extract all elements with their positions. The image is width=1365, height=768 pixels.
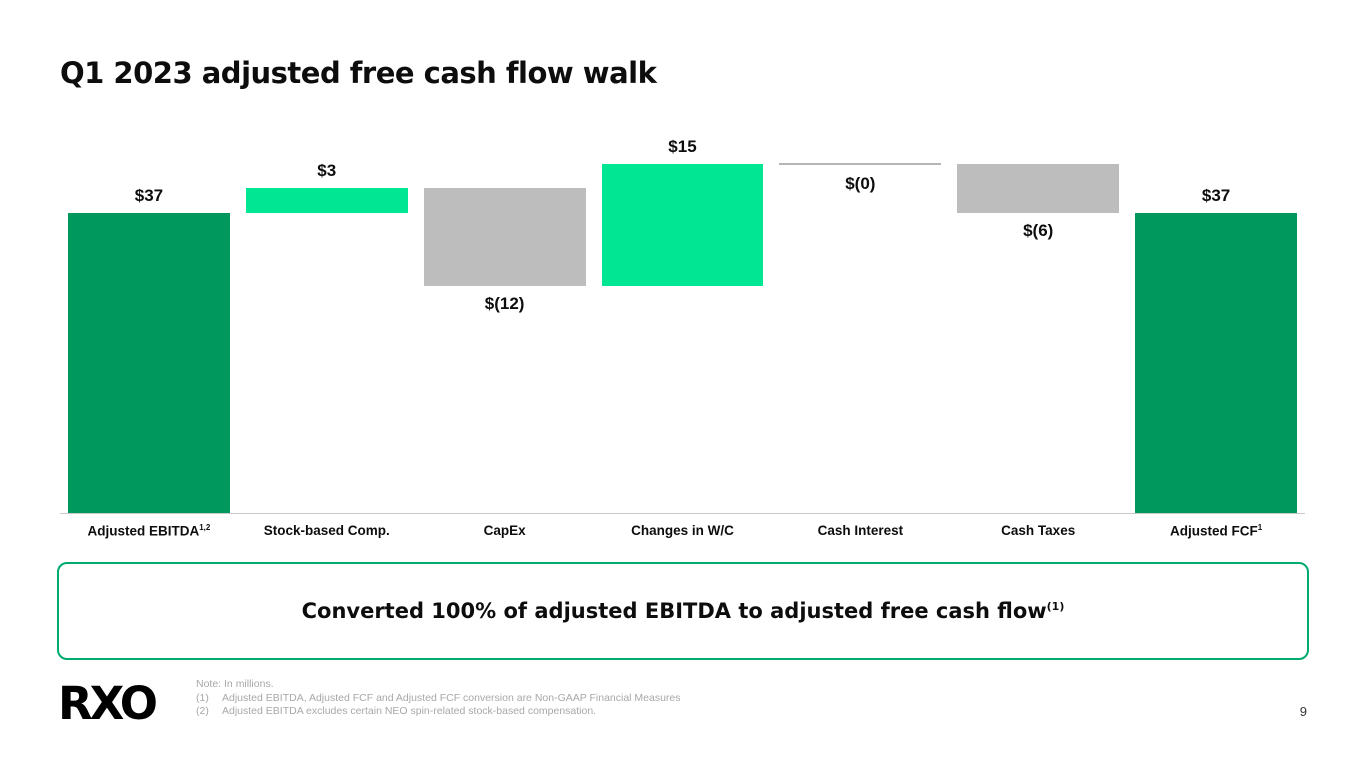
footnote-2-text: Adjusted EBITDA excludes certain NEO spi… — [222, 705, 597, 717]
category-label-superscript: 1,2 — [199, 523, 211, 532]
page-number: 9 — [1299, 704, 1307, 719]
bar-value-label-7: $37 — [1201, 185, 1231, 205]
waterfall-bar-1 — [68, 212, 230, 513]
chart-category-labels: Adjusted EBITDA1,2 Stock-based Comp. CapEx… — [60, 523, 1305, 549]
footnotes: Note: In millions. (1) Adjusted EBITDA, … — [196, 678, 681, 719]
waterfall-bar-6 — [957, 164, 1120, 213]
category-label-5: Cash Interest — [817, 523, 904, 538]
waterfall-bar-2 — [245, 188, 408, 213]
waterfall-bar-7 — [1135, 212, 1297, 513]
bar-value-label-1: $37 — [134, 185, 164, 205]
footnote-1: (1) Adjusted EBITDA, Adjusted FCF and Ad… — [196, 692, 681, 706]
category-label-6: Cash Taxes — [1001, 523, 1076, 538]
waterfall-bar-3 — [423, 188, 586, 286]
callout-box: Converted 100% of adjusted EBITDA to adj… — [57, 562, 1309, 660]
category-label-7: Adjusted FCF1 — [1169, 523, 1263, 539]
bar-value-label-3: $(12) — [484, 293, 525, 313]
category-label-2: Stock-based Comp. — [263, 523, 390, 538]
bar-value-label-2: $3 — [317, 161, 337, 181]
footnote-note: Note: In millions. — [196, 678, 681, 692]
bar-value-label-5: $(0) — [845, 174, 876, 194]
category-label-1: Adjusted EBITDA1,2 — [87, 523, 211, 539]
footnote-note-text: Note: In millions. — [196, 678, 274, 690]
category-label-superscript: 1 — [1257, 523, 1263, 532]
waterfall-bar-5 — [779, 163, 942, 166]
rxo-logo: RXO — [58, 677, 158, 730]
category-label-4: Changes in W/C — [631, 523, 734, 538]
callout-text: Converted 100% of adjusted EBITDA to adj… — [302, 599, 1065, 623]
waterfall-bar-4 — [601, 164, 764, 286]
footnote-1-number: (1) — [196, 691, 209, 704]
callout-superscript: (1) — [1046, 600, 1065, 613]
footnote-2-number: (2) — [196, 705, 209, 717]
callout-text-main: Converted 100% of adjusted EBITDA to adj… — [301, 599, 1047, 623]
bar-value-label-4: $15 — [668, 137, 697, 157]
bar-value-label-6: $(6) — [1023, 220, 1054, 240]
waterfall-chart-plot-area: $37 $3 $(12) $15 $(0) $(6) $37 — [60, 137, 1305, 513]
page-title: Q1 2023 adjusted free cash flow walk — [60, 56, 657, 90]
footnote-1-text: Adjusted EBITDA, Adjusted FCF and Adjust… — [222, 691, 681, 704]
chart-baseline-axis — [60, 513, 1305, 514]
footnote-2: (2) Adjusted EBITDA excludes certain NEO… — [196, 705, 681, 719]
category-label-3: CapEx — [483, 523, 526, 538]
